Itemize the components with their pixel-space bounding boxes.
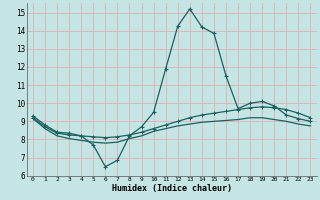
X-axis label: Humidex (Indice chaleur): Humidex (Indice chaleur) — [112, 184, 232, 193]
